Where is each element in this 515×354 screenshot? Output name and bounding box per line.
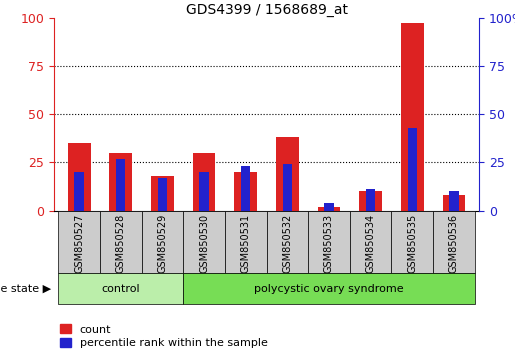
Bar xyxy=(283,164,292,211)
Text: GSM850529: GSM850529 xyxy=(158,214,167,273)
Bar xyxy=(116,159,125,211)
Bar xyxy=(225,211,267,273)
Text: control: control xyxy=(101,284,140,293)
Text: disease state ▶: disease state ▶ xyxy=(0,284,52,293)
Bar xyxy=(450,191,458,211)
Bar xyxy=(401,23,424,211)
Bar xyxy=(267,211,308,273)
Text: GSM850530: GSM850530 xyxy=(199,214,209,273)
Legend: count, percentile rank within the sample: count, percentile rank within the sample xyxy=(60,324,267,348)
Text: GSM850536: GSM850536 xyxy=(449,214,459,273)
Bar xyxy=(75,172,83,211)
Text: GSM850532: GSM850532 xyxy=(282,214,293,273)
Bar xyxy=(391,211,433,273)
Bar xyxy=(58,273,183,304)
Bar xyxy=(359,191,382,211)
Bar xyxy=(308,211,350,273)
Text: polycystic ovary syndrome: polycystic ovary syndrome xyxy=(254,284,404,293)
Bar xyxy=(350,211,391,273)
Text: GSM850533: GSM850533 xyxy=(324,214,334,273)
Bar xyxy=(183,273,475,304)
Bar xyxy=(318,207,340,211)
Text: GSM850527: GSM850527 xyxy=(74,214,84,273)
Bar xyxy=(366,189,375,211)
Text: GSM850535: GSM850535 xyxy=(407,214,417,273)
Bar xyxy=(58,211,100,273)
Bar xyxy=(151,176,174,211)
Bar xyxy=(234,172,257,211)
Bar xyxy=(142,211,183,273)
Bar xyxy=(276,137,299,211)
Bar xyxy=(158,178,167,211)
Title: GDS4399 / 1568689_at: GDS4399 / 1568689_at xyxy=(185,3,348,17)
Bar xyxy=(100,211,142,273)
Bar xyxy=(183,211,225,273)
Text: GSM850531: GSM850531 xyxy=(241,214,251,273)
Bar xyxy=(324,203,334,211)
Bar xyxy=(199,172,209,211)
Bar xyxy=(408,128,417,211)
Bar xyxy=(193,153,215,211)
Bar xyxy=(109,153,132,211)
Bar xyxy=(442,195,466,211)
Text: GSM850534: GSM850534 xyxy=(366,214,375,273)
Bar xyxy=(241,166,250,211)
Text: GSM850528: GSM850528 xyxy=(116,214,126,273)
Bar xyxy=(433,211,475,273)
Bar xyxy=(67,143,91,211)
